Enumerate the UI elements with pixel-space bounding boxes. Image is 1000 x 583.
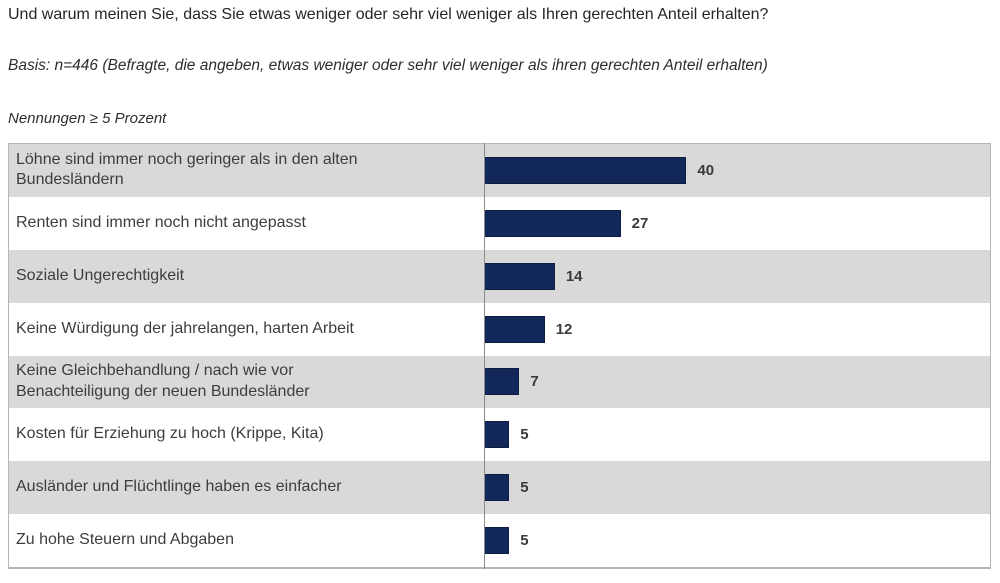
plot-area: 27 [484,197,990,250]
chart-row: Keine Würdigung der jahrelangen, harten … [9,302,990,356]
chart-row: Keine Gleichbehandlung / nach wie vor Be… [9,355,990,409]
value-label: 12 [555,320,573,338]
bar [484,262,555,290]
chart-row: Löhne sind immer noch geringer als in de… [9,144,990,197]
chart-row: Zu hohe Steuern und Abgaben 5 [9,514,990,567]
chart-row: Soziale Ungerechtigkeit 14 [9,249,990,303]
value-label: 14 [565,267,583,285]
value-label: 40 [697,161,715,179]
plot-area: 14 [484,250,990,303]
axis-baseline [484,143,485,569]
basis-note: Basis: n=446 (Befragte, die angeben, etw… [8,57,768,74]
category-label: Ausländer und Flüchtlinge haben es einfa… [16,478,342,496]
plot-area: 5 [484,514,990,567]
bar [484,209,621,237]
chart-row: Ausländer und Flüchtlinge haben es einfa… [9,461,990,515]
value-label: 7 [530,373,539,391]
bar [484,315,545,343]
question-title: Und warum meinen Sie, dass Sie etwas wen… [8,6,769,23]
plot-area: 40 [484,144,990,197]
bar [484,474,510,502]
plot-area: 12 [484,303,990,356]
plot-area: 5 [484,461,990,514]
category-label: Keine Würdigung der jahrelangen, harten … [16,319,354,337]
bar [484,421,510,449]
bar [484,156,687,184]
value-label: 5 [520,426,529,444]
category-label: Keine Gleichbehandlung / nach wie vor Be… [16,362,310,400]
value-label: 5 [520,479,529,497]
chart-row: Kosten für Erziehung zu hoch (Krippe, Ki… [9,408,990,462]
category-label: Kosten für Erziehung zu hoch (Krippe, Ki… [16,425,324,443]
category-label: Löhne sind immer noch geringer als in de… [16,150,358,189]
chart-row: Renten sind immer noch nicht angepasst 27 [9,196,990,250]
value-label: 5 [520,532,529,550]
bar-chart: Löhne sind immer noch geringer als in de… [8,143,991,569]
plot-area: 7 [484,356,990,409]
filter-note: Nennungen ≥ 5 Prozent [8,110,167,127]
value-label: 27 [631,214,649,232]
bar [484,527,510,555]
category-label: Soziale Ungerechtigkeit [16,266,185,284]
plot-area: 5 [484,408,990,461]
category-label: Renten sind immer noch nicht angepasst [16,213,306,231]
chart-rows: Löhne sind immer noch geringer als in de… [9,144,990,567]
bar [484,368,520,396]
category-label: Zu hohe Steuern und Abgaben [16,531,234,549]
